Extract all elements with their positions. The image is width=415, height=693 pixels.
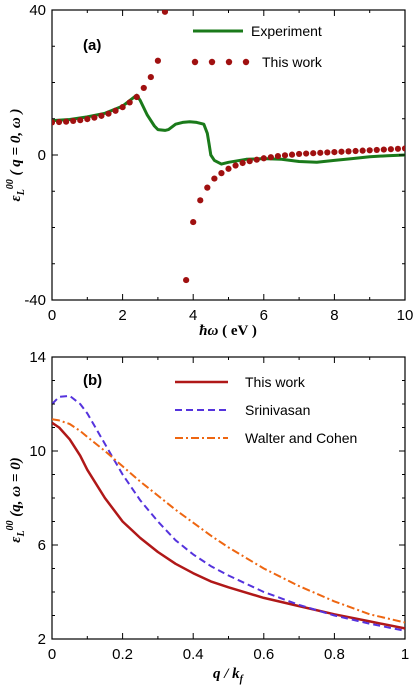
panel-a-point-this-work-12: [133, 93, 140, 101]
panel-a-point-this-work-47: [394, 145, 402, 152]
panel-b-line-this-work: [52, 421, 405, 630]
panel-b-xtick-label: 0.2: [112, 646, 133, 663]
panel-b-ytick-label: 10: [29, 443, 46, 460]
panel-a-point-this-work-38: [331, 149, 338, 156]
panel-a-point-this-work-15: [154, 57, 161, 64]
panel-b-xtick-label: 1: [401, 646, 409, 663]
legend-label-experiment: Experiment: [251, 23, 322, 39]
panel-a-point-this-work-29: [267, 154, 274, 161]
panel-a-point-this-work-42: [359, 147, 366, 154]
panel-a-legend: Experiment This work: [191, 23, 323, 70]
legend-label-this-work-a: This work: [262, 54, 323, 70]
panel-b-xtick-label: 0.8: [324, 646, 345, 663]
panel-a-xlabel: ħω ( eV ): [199, 323, 257, 339]
panel-a-xtick-label: 8: [330, 307, 338, 324]
panel-a-point-this-work-23: [225, 165, 232, 172]
panel-b-xtick-label: 0.4: [183, 646, 204, 663]
panel-a-xtick-label: 0: [48, 307, 56, 324]
panel-a-point-this-work-30: [274, 152, 282, 160]
legend-dot-1: [191, 58, 199, 66]
panel-a-point-this-work-28: [260, 155, 267, 162]
panel-a-line-experiment: [52, 93, 405, 166]
panel-a-xtick-label: 2: [118, 307, 126, 324]
panel-b-line-walter-and-cohen: [52, 418, 405, 624]
panel-a-point-this-work-22: [218, 170, 225, 177]
panel-a-point-this-work-37: [324, 149, 331, 156]
panel-a-point-this-work-21: [211, 175, 218, 182]
panel-a-xtick-label: 10: [397, 307, 414, 324]
panel-b-ytick-label: 2: [38, 631, 46, 648]
panel-a-point-this-work-14: [147, 73, 154, 81]
panel-a-plot-frame: [51, 9, 406, 301]
panel-a-point-this-work-16: [161, 10, 169, 15]
panel-a-point-this-work-27: [253, 156, 260, 163]
panel-a-point-this-work-3: [70, 117, 77, 125]
panel-a-point-this-work-9: [112, 107, 119, 114]
panel-a-point-this-work-8: [105, 110, 112, 117]
panel-a-xtick-label: 6: [260, 307, 268, 324]
legend-dot-2: [208, 58, 216, 66]
panel-a-point-this-work-48: [401, 145, 405, 152]
panel-b-xtick-label: 0: [48, 646, 56, 663]
panel-b-ylabel: εL00 (q, ω = 0): [5, 457, 27, 542]
legend-label-walter-cohen: Walter and Cohen: [245, 430, 357, 446]
panel-a-point-this-work-32: [288, 151, 296, 158]
panel-b-legend: This work Srinivasan Walter and Cohen: [175, 374, 357, 446]
panel-a-point-this-work-24: [232, 162, 239, 169]
panel-a-point-this-work-6: [91, 114, 98, 121]
panel-a-point-this-work-1: [55, 118, 63, 126]
panel-a-point-this-work-43: [366, 147, 373, 154]
panel-b-series-layer: [52, 394, 405, 632]
panel-a-point-this-work-33: [296, 150, 303, 158]
panel-a-label: (a): [83, 37, 101, 54]
panel-a-ytick-label: 40: [29, 2, 46, 19]
panel-a-point-this-work-40: [345, 148, 352, 155]
panel-a-point-this-work-13: [140, 84, 147, 92]
panel-b-xtick-label: 0.6: [253, 646, 274, 663]
panel-a-point-this-work-5: [84, 116, 91, 123]
panel-a-point-this-work-11: [126, 99, 133, 106]
panel-b-line-srinivasan: [52, 394, 405, 632]
panel-a-xtick-label: 4: [189, 307, 197, 324]
panel-b-ytick-label: 6: [38, 537, 46, 554]
panel-a-point-this-work-19: [197, 197, 204, 204]
panel-b-label: (b): [83, 372, 102, 389]
panel-b-ytick-label: 14: [29, 349, 46, 366]
panel-a-point-this-work-39: [338, 148, 345, 155]
panel-a-point-this-work-20: [204, 184, 211, 191]
panel-a-point-this-work-17: [183, 276, 190, 284]
panel-a-point-this-work-25: [239, 159, 246, 167]
legend-dot-4: [242, 58, 250, 66]
legend-label-this-work-b: This work: [245, 374, 306, 390]
panel-b-ticks-layer: 0 0.2 0.4 0.6 0.8 1 2 6 10 14: [29, 349, 409, 663]
panel-a-ytick-label: -40: [24, 292, 46, 309]
panel-a-point-this-work-44: [373, 146, 380, 154]
panel-a-series-layer: [52, 10, 405, 284]
panel-a-point-this-work-26: [246, 158, 253, 165]
panel-a-point-this-work-0: [52, 119, 56, 126]
panel-a-point-this-work-41: [352, 147, 359, 155]
panel-a-point-this-work-45: [380, 146, 387, 153]
panel-a-ytick-label: 0: [38, 147, 46, 164]
panel-a-point-this-work-18: [190, 218, 197, 226]
panel-b-xlabel: q / kf: [213, 666, 245, 685]
legend-label-srinivasan: Srinivasan: [245, 402, 310, 418]
panel-a-point-this-work-36: [317, 149, 324, 156]
panel-a-point-this-work-34: [303, 150, 310, 157]
panel-a-point-this-work-4: [77, 117, 84, 124]
panel-a-point-this-work-2: [63, 118, 70, 125]
panel-b-chart: 0 0.2 0.4 0.6 0.8 1 2 6 10 14 (b) This work Srini…: [5, 349, 409, 685]
panel-a-ylabel: εL00 ( q = 0, ω ): [5, 109, 27, 202]
panel-a-point-this-work-46: [387, 146, 394, 153]
panel-a-point-this-work-31: [281, 152, 289, 159]
panel-a-point-this-work-10: [119, 104, 126, 111]
panel-a-point-this-work-7: [98, 112, 105, 119]
panel-a-point-this-work-35: [310, 150, 317, 157]
legend-dot-3: [225, 58, 233, 66]
